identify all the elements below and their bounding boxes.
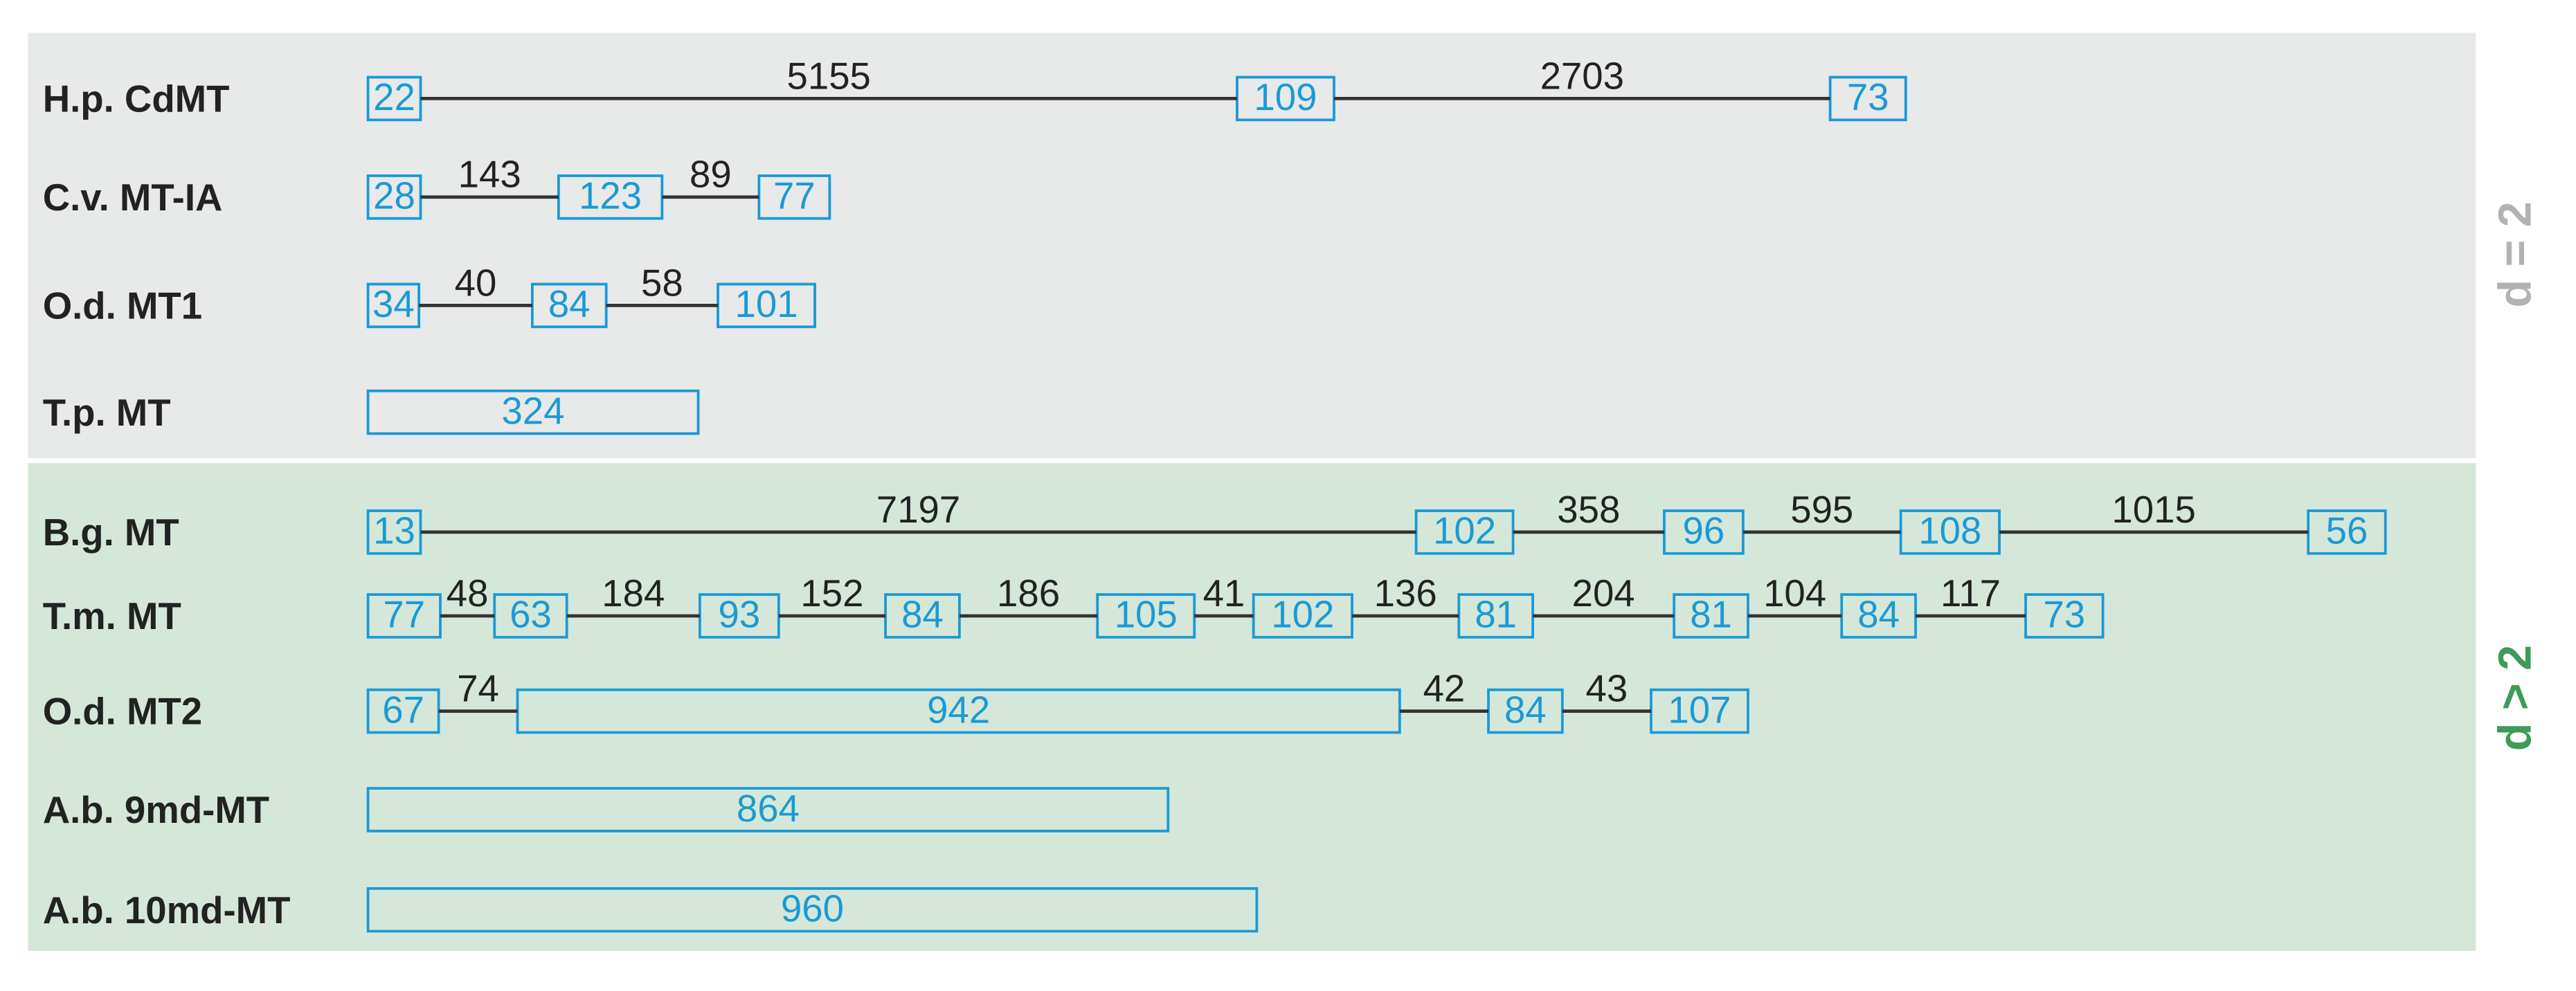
exon-length: 81 bbox=[1475, 594, 1517, 636]
intron-length: 40 bbox=[455, 262, 497, 304]
exon-length: 84 bbox=[1857, 594, 1900, 636]
exon-length: 56 bbox=[2326, 510, 2368, 552]
gene-name: O.d. MT2 bbox=[43, 691, 202, 733]
intron-length: 2703 bbox=[1540, 55, 1624, 97]
gene-name: O.d. MT1 bbox=[43, 285, 202, 327]
exon-length: 123 bbox=[579, 175, 642, 217]
exon-box bbox=[717, 282, 816, 329]
exon-box bbox=[366, 389, 700, 435]
panel-dgt2 bbox=[28, 463, 2476, 952]
gene-name: T.p. MT bbox=[43, 392, 171, 434]
exon-length: 105 bbox=[1115, 594, 1178, 636]
panel-d2 bbox=[28, 33, 2476, 459]
exon-length: 13 bbox=[373, 510, 415, 552]
exon-length: 63 bbox=[510, 594, 552, 636]
exon-length: 109 bbox=[1254, 76, 1317, 118]
group-label: d = 2 bbox=[2489, 201, 2541, 307]
intron-length: 1015 bbox=[2111, 489, 2195, 531]
gene-name: H.p. CdMT bbox=[43, 78, 230, 120]
gene-name: C.v. MT-IA bbox=[43, 176, 223, 219]
gene-name: T.m. MT bbox=[43, 595, 181, 637]
intron-length: 136 bbox=[1374, 572, 1437, 615]
intron-length: 58 bbox=[641, 262, 683, 304]
exon-length: 84 bbox=[548, 283, 591, 325]
gene-name: B.g. MT bbox=[43, 511, 179, 554]
intron-length: 143 bbox=[458, 154, 521, 196]
exon-length: 96 bbox=[1683, 510, 1725, 552]
intron-length: 204 bbox=[1572, 572, 1635, 615]
exon-length: 73 bbox=[1847, 76, 1889, 118]
exon-length: 84 bbox=[901, 594, 944, 636]
exon-length: 102 bbox=[1271, 594, 1334, 636]
exon-length: 324 bbox=[502, 390, 565, 432]
gene-name: A.b. 9md-MT bbox=[43, 789, 269, 831]
intron-length: 48 bbox=[447, 572, 489, 615]
intron-length: 152 bbox=[800, 572, 863, 615]
intron-length: 595 bbox=[1790, 489, 1853, 531]
exon-length: 73 bbox=[2043, 594, 2085, 636]
intron-length: 186 bbox=[997, 572, 1060, 615]
exon-length: 67 bbox=[382, 689, 424, 731]
gene-name: A.b. 10md-MT bbox=[43, 889, 291, 931]
exon-length: 864 bbox=[737, 788, 800, 830]
intron-length: 184 bbox=[602, 572, 665, 615]
intron-length: 117 bbox=[1940, 572, 2001, 615]
exon-length: 28 bbox=[373, 175, 415, 217]
intron-length: 7197 bbox=[876, 489, 960, 531]
exon-box bbox=[366, 787, 1170, 833]
exon-length: 77 bbox=[383, 594, 425, 636]
intron-length: 42 bbox=[1423, 668, 1466, 710]
exon-length: 960 bbox=[781, 888, 844, 930]
exon-length: 108 bbox=[1918, 510, 1981, 552]
intron-length: 358 bbox=[1557, 489, 1620, 531]
intron-length: 5155 bbox=[787, 55, 871, 97]
exon-length: 22 bbox=[373, 76, 415, 118]
intron-length: 89 bbox=[690, 154, 732, 196]
exon-length: 81 bbox=[1690, 594, 1732, 636]
intron-length: 74 bbox=[457, 668, 499, 710]
exon-box bbox=[366, 887, 1259, 933]
group-label: d > 2 bbox=[2489, 645, 2541, 751]
exon-length: 107 bbox=[1668, 689, 1731, 731]
exon-length: 34 bbox=[372, 283, 415, 325]
exon-length: 942 bbox=[927, 689, 990, 731]
exon-length: 93 bbox=[719, 594, 761, 636]
exon-length: 101 bbox=[735, 283, 798, 325]
intron-length: 43 bbox=[1586, 668, 1628, 710]
intron-length: 104 bbox=[1763, 572, 1826, 615]
exon-length: 84 bbox=[1504, 689, 1547, 731]
exon-length: 102 bbox=[1433, 510, 1496, 552]
intron-length: 41 bbox=[1203, 572, 1245, 615]
exon-length: 77 bbox=[773, 175, 816, 217]
